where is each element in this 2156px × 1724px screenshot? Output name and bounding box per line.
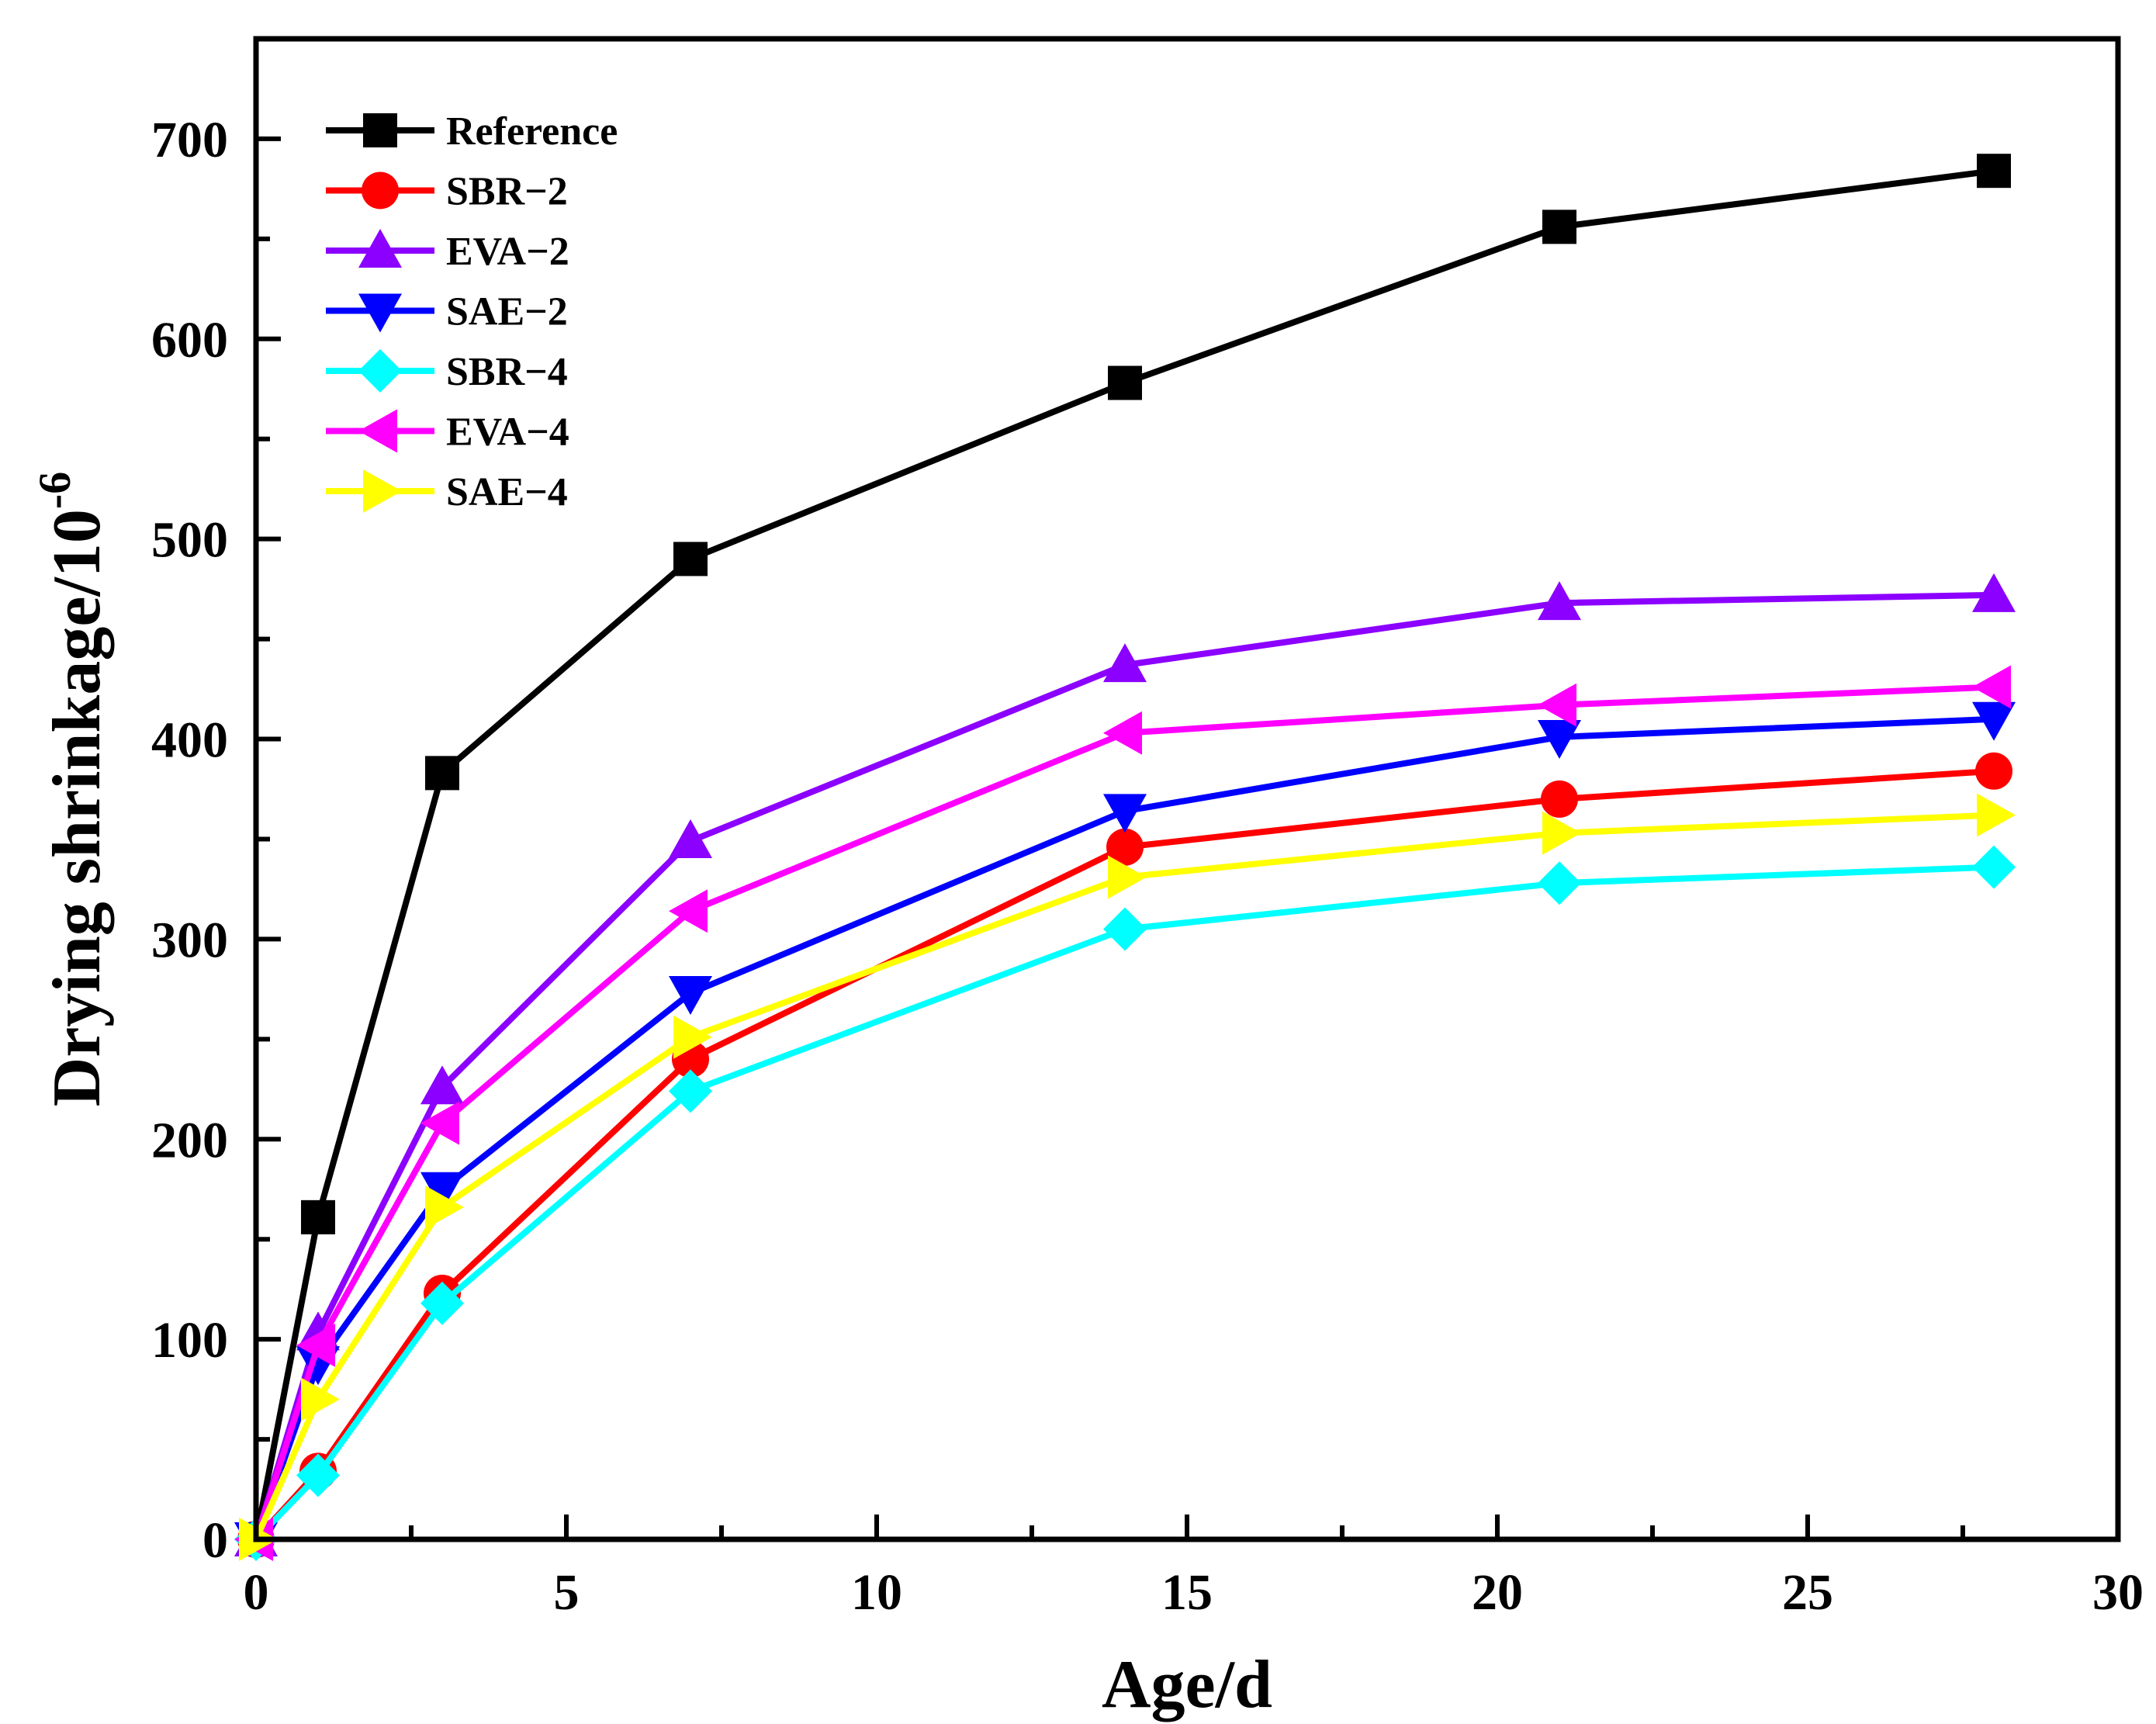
legend-item-reference: Reference — [326, 109, 618, 154]
legend-item-eva-2: EVA−2 — [326, 229, 569, 274]
series-sae-2 — [234, 701, 2016, 1561]
legend-item-sbr-2: SBR−2 — [326, 170, 568, 214]
y-tick-label: 600 — [151, 312, 228, 369]
y-axis-ticks: 0 100 200 300 400 500 600 700 — [151, 112, 281, 1569]
data-point — [1106, 828, 1144, 866]
legend-item-sbr-4: SBR−4 — [326, 349, 568, 394]
y-tick-label: 400 — [151, 712, 228, 769]
y-tick-label: 500 — [151, 512, 228, 569]
y-axis-title-main: Drying shrinkage/10 — [40, 509, 115, 1106]
series-line — [254, 864, 1995, 1542]
legend-item-sae-2: SAE−2 — [326, 290, 568, 334]
data-point — [296, 1453, 340, 1497]
legend-label: SAE−4 — [446, 470, 568, 514]
data-point — [1538, 861, 1581, 905]
x-tick-label: 5 — [554, 1564, 580, 1621]
y-tick-label: 200 — [151, 1112, 228, 1168]
y-tick-label: 700 — [151, 112, 228, 168]
data-point — [301, 1377, 340, 1421]
data-point — [1541, 780, 1578, 818]
data-point — [420, 1281, 464, 1325]
data-point — [1975, 752, 2012, 790]
x-tick-label: 0 — [244, 1564, 269, 1621]
data-point — [420, 1101, 459, 1145]
series-reference — [239, 154, 2011, 1556]
data-point — [673, 542, 708, 576]
data-point — [669, 819, 712, 859]
legend-label: EVA−4 — [446, 410, 569, 455]
series-sae-4 — [239, 793, 2016, 1561]
x-axis-title: Age/d — [1102, 1647, 1272, 1722]
data-point — [1103, 643, 1147, 683]
data-point — [1972, 701, 2016, 741]
y-axis-title-exponent: -6 — [29, 472, 80, 509]
x-tick-label: 10 — [851, 1564, 902, 1621]
data-point — [673, 1015, 712, 1059]
legend-item-sae-4: SAE−4 — [326, 469, 568, 514]
y-tick-label: 0 — [202, 1512, 228, 1569]
legend-marker — [363, 113, 397, 147]
data-point — [1977, 793, 2016, 837]
legend-label: EVA−2 — [446, 230, 569, 274]
legend: Reference SBR−2 EVA−2 SAE−2 SBR−4 EVA−4 SAE−4 — [326, 109, 618, 514]
y-tick-label: 100 — [151, 1312, 228, 1369]
data-point — [1538, 683, 1576, 727]
legend-label: SAE−2 — [446, 290, 568, 334]
data-point — [1538, 719, 1581, 759]
series-sbr-4 — [234, 845, 2016, 1561]
data-point — [425, 756, 459, 791]
data-point — [669, 889, 708, 933]
data-point — [1972, 665, 2011, 709]
data-point — [1108, 365, 1142, 400]
data-point — [1538, 581, 1581, 621]
legend-marker — [358, 229, 402, 268]
legend-label: SBR−2 — [446, 170, 568, 214]
legend-label: Reference — [446, 109, 618, 154]
data-point — [669, 976, 712, 1016]
legend-marker — [358, 349, 402, 393]
data-point — [425, 1185, 464, 1229]
legend-marker — [358, 293, 402, 333]
x-tick-label: 30 — [2092, 1564, 2144, 1621]
legend-item-eva-4: EVA−4 — [326, 409, 569, 455]
data-point — [1972, 573, 2016, 612]
data-point — [1542, 811, 1581, 855]
data-point — [1103, 711, 1142, 755]
legend-label: SBR−4 — [446, 350, 568, 394]
data-point — [1103, 794, 1147, 833]
data-point — [420, 1065, 464, 1105]
legend-marker — [358, 409, 397, 453]
data-point — [1542, 209, 1576, 244]
x-tick-label: 25 — [1782, 1564, 1833, 1621]
x-tick-label: 15 — [1161, 1564, 1213, 1621]
data-point — [1977, 154, 2011, 189]
x-axis-ticks: 0 5 10 15 20 25 30 — [244, 1515, 2144, 1621]
legend-marker — [362, 171, 399, 209]
data-point — [420, 1172, 464, 1211]
legend-marker — [363, 469, 402, 513]
data-point — [1108, 855, 1147, 899]
x-tick-label: 20 — [1472, 1564, 1523, 1621]
data-point — [301, 1200, 335, 1234]
y-tick-label: 300 — [151, 912, 228, 968]
series-layer — [234, 154, 2016, 1561]
y-axis-title: Drying shrinkage/10-6 — [29, 472, 115, 1106]
data-point — [296, 1323, 335, 1367]
data-point — [669, 1069, 712, 1113]
data-point — [1972, 845, 2016, 889]
data-point — [1103, 907, 1147, 951]
